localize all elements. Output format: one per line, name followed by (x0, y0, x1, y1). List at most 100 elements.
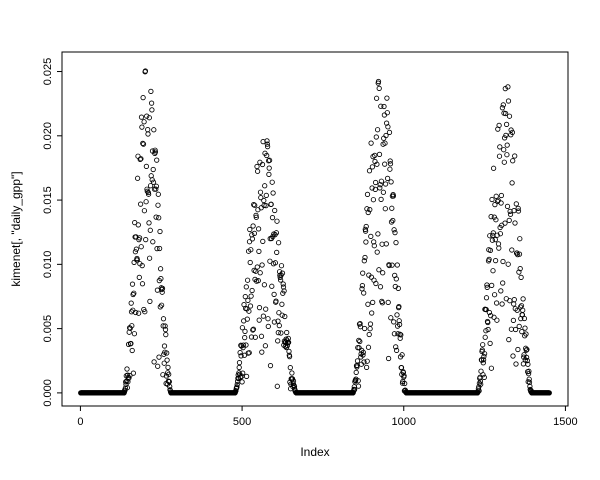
data-point (237, 349, 243, 356)
data-point (139, 262, 145, 269)
data-point (130, 370, 137, 376)
data-point (390, 217, 396, 224)
data-point (252, 334, 258, 340)
y-axis-label: kimenet[, "daily_gpp"] (9, 171, 23, 287)
data-point (393, 276, 399, 282)
data-point (360, 349, 366, 356)
data-point (248, 247, 254, 253)
data-point (526, 368, 532, 374)
data-point (152, 149, 159, 155)
data-point (275, 329, 281, 336)
data-point (509, 247, 515, 253)
data-point (150, 166, 156, 173)
data-point (360, 352, 366, 358)
data-point (525, 361, 531, 367)
data-point (150, 179, 157, 185)
data-point (161, 360, 167, 366)
data-point (155, 191, 161, 197)
data-point (395, 331, 401, 337)
data-point (363, 239, 369, 245)
data-point (520, 307, 526, 313)
data-point (478, 381, 484, 387)
data-point (388, 219, 395, 225)
data-point (383, 241, 389, 247)
data-point (368, 140, 374, 146)
data-point (381, 103, 387, 110)
data-point (480, 360, 486, 366)
data-point (253, 212, 259, 219)
data-point (127, 372, 133, 379)
data-point (505, 98, 512, 104)
data-point (250, 326, 257, 332)
data-point (243, 284, 249, 290)
data-point (162, 323, 168, 329)
data-point (147, 227, 153, 233)
data-point (361, 290, 367, 296)
data-point (516, 323, 522, 330)
data-point (135, 222, 141, 228)
data-point (273, 230, 280, 236)
data-point (353, 369, 359, 376)
data-point (379, 241, 385, 247)
data-point (135, 310, 142, 316)
data-point (243, 342, 249, 348)
data-point (261, 202, 267, 209)
data-point (516, 251, 523, 257)
data-point (481, 374, 487, 381)
data-point (523, 331, 529, 337)
data-point (391, 319, 397, 325)
data-point (495, 241, 502, 247)
data-point (514, 307, 520, 313)
data-point (369, 310, 375, 316)
data-point (506, 336, 512, 343)
data-point (365, 209, 371, 216)
data-point (159, 285, 166, 292)
data-point (238, 353, 244, 359)
data-point (264, 138, 270, 144)
data-point (372, 186, 378, 193)
data-point (274, 218, 280, 224)
x-axis-label: Index (300, 445, 330, 459)
data-point (251, 201, 257, 208)
data-point (391, 331, 398, 337)
data-point (396, 318, 402, 324)
data-point (496, 122, 502, 129)
plot-box (61, 51, 569, 407)
y-tick-label: 0.015 (42, 186, 54, 214)
data-point (382, 206, 388, 212)
data-point (510, 353, 516, 359)
data-point (384, 110, 390, 116)
data-point (369, 164, 376, 170)
data-point (268, 201, 274, 207)
data-point (269, 283, 275, 289)
data-point (272, 260, 279, 266)
data-point (355, 378, 361, 384)
data-point (391, 227, 397, 233)
data-point (247, 259, 253, 266)
data-point (515, 208, 522, 214)
data-point (505, 84, 511, 90)
data-point (480, 342, 486, 348)
data-point (389, 205, 395, 211)
x-tick-label: 1500 (553, 416, 577, 428)
data-point (262, 183, 268, 189)
data-point (156, 354, 162, 360)
data-point (368, 274, 375, 280)
data-point (248, 293, 254, 299)
data-point (259, 349, 265, 355)
data-point (525, 371, 532, 377)
data-point (252, 202, 258, 208)
data-point (381, 112, 388, 118)
data-point (504, 152, 510, 158)
data-point (285, 339, 292, 346)
data-point (491, 314, 497, 320)
data-point (156, 215, 162, 221)
data-point (499, 105, 506, 111)
data-point (136, 274, 142, 281)
data-point (396, 303, 402, 310)
data-point (146, 255, 153, 261)
data-point (132, 249, 139, 255)
data-point (154, 245, 160, 252)
data-point (143, 163, 150, 170)
